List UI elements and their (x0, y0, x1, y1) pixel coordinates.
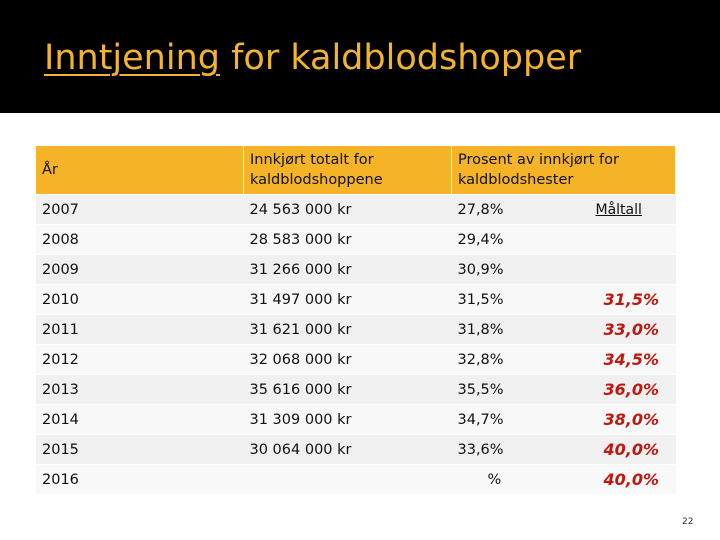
cell-total: 31 266 000 kr (243, 254, 452, 285)
table-row: 2013 35 616 000 kr 35,5% 36,0% (36, 374, 676, 405)
table-row: 2008 28 583 000 kr 29,4% (36, 224, 676, 255)
cell-total: 28 583 000 kr (243, 224, 452, 255)
cell-percent: % (451, 464, 588, 494)
cell-percent: 30,9% (451, 254, 588, 285)
page-number: 22 (682, 517, 694, 527)
table-header-row: År Innkjørt totalt for kaldblodshoppene … (36, 145, 676, 195)
cell-target: 40,0% (587, 464, 676, 494)
table-row: 2015 30 064 000 kr 33,6% 40,0% (36, 434, 676, 465)
cell-target: 33,0% (587, 314, 676, 345)
cell-total: 24 563 000 kr (243, 194, 452, 225)
cell-year: 2015 (36, 434, 244, 465)
income-table: År Innkjørt totalt for kaldblodshoppene … (36, 145, 676, 494)
cell-year: 2012 (36, 344, 244, 375)
title-bar: Inntjening for kaldblodshopper (0, 0, 720, 113)
cell-total: 30 064 000 kr (243, 434, 452, 465)
target-column-label: Måltall (595, 201, 642, 218)
cell-target: 38,0% (587, 404, 676, 435)
cell-target: 34,5% (587, 344, 676, 375)
cell-total: 35 616 000 kr (243, 374, 452, 405)
cell-year: 2010 (36, 284, 244, 315)
cell-year: 2013 (36, 374, 244, 405)
title-underlined-word: Inntjening (44, 38, 220, 78)
cell-year: 2008 (36, 224, 244, 255)
table-row: 2010 31 497 000 kr 31,5% 31,5% (36, 284, 676, 315)
cell-percent: 31,8% (451, 314, 588, 345)
header-year: År (36, 145, 244, 195)
title-rest: for kaldblodshopper (219, 38, 582, 78)
cell-percent: 32,8% (451, 344, 588, 375)
table-row: 2011 31 621 000 kr 31,8% 33,0% (36, 314, 676, 345)
slide-title: Inntjening for kaldblodshopper (44, 38, 581, 78)
cell-year: 2011 (36, 314, 244, 345)
cell-year: 2016 (36, 464, 244, 494)
cell-percent: 33,6% (451, 434, 588, 465)
cell-total: 31 497 000 kr (243, 284, 452, 315)
cell-target: 36,0% (587, 374, 676, 405)
cell-target: 31,5% (587, 284, 676, 315)
header-total: Innkjørt totalt for kaldblodshoppene (243, 145, 452, 195)
cell-total (243, 464, 452, 494)
cell-target (587, 254, 676, 285)
cell-target: 40,0% (587, 434, 676, 465)
cell-percent: 27,8% (451, 194, 588, 225)
cell-year: 2009 (36, 254, 244, 285)
cell-percent: 29,4% (451, 224, 588, 255)
cell-year: 2014 (36, 404, 244, 435)
table-row: 2009 31 266 000 kr 30,9% (36, 254, 676, 285)
cell-target-header: Måltall (587, 194, 676, 225)
cell-total: 31 309 000 kr (243, 404, 452, 435)
cell-percent: 35,5% (451, 374, 588, 405)
table-row: 2012 32 068 000 kr 32,8% 34,5% (36, 344, 676, 375)
table-row: 2014 31 309 000 kr 34,7% 38,0% (36, 404, 676, 435)
header-percent: Prosent av innkjørt for kaldblodshester (451, 145, 676, 195)
cell-percent: 31,5% (451, 284, 588, 315)
cell-total: 31 621 000 kr (243, 314, 452, 345)
table-row: 2016 % 40,0% (36, 464, 676, 494)
cell-total: 32 068 000 kr (243, 344, 452, 375)
cell-target (587, 224, 676, 255)
cell-year: 2007 (36, 194, 244, 225)
cell-percent: 34,7% (451, 404, 588, 435)
table-row: 2007 24 563 000 kr 27,8% Måltall (36, 194, 676, 225)
